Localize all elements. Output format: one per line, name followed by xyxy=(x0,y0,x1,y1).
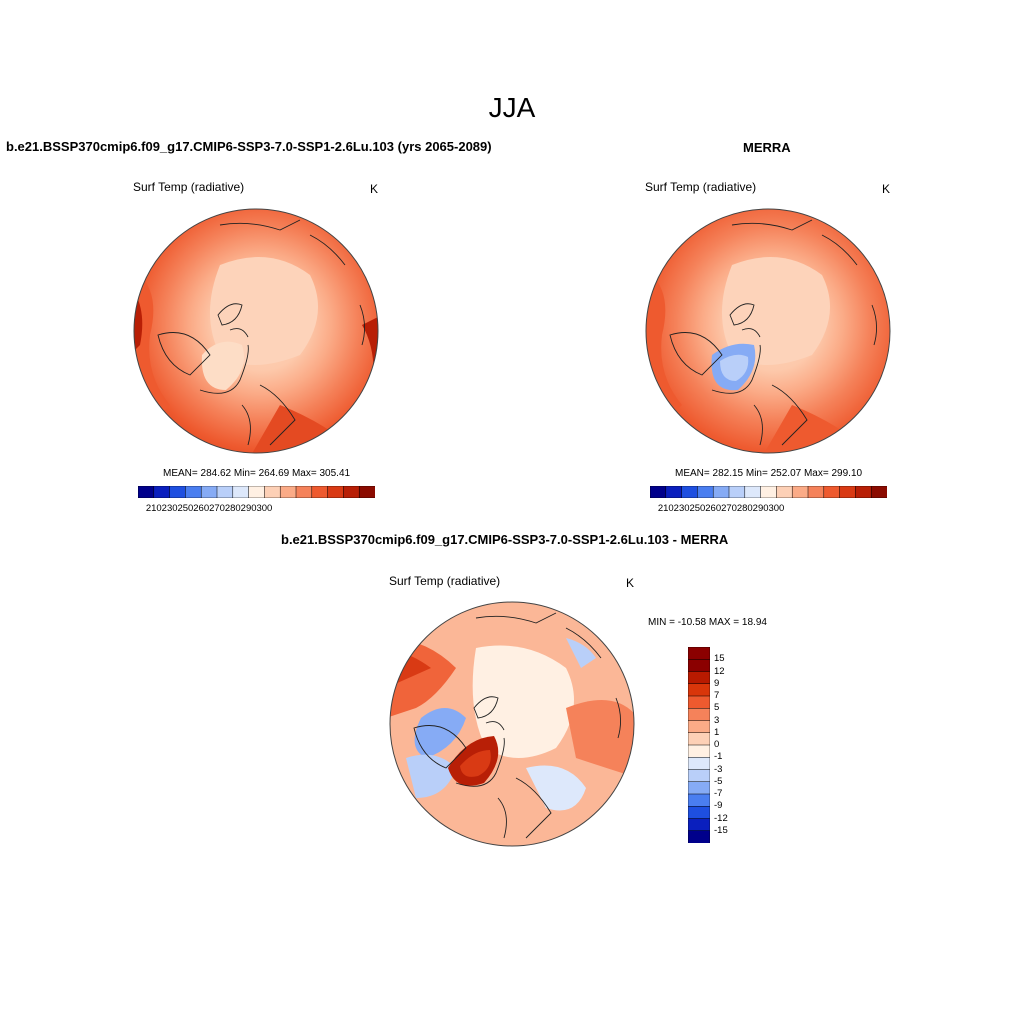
colorbar-swatch xyxy=(776,486,793,498)
colorbar-tick-label: 12 xyxy=(714,665,725,677)
colorbar-tick-label: -1 xyxy=(714,751,723,763)
colorbar-swatch xyxy=(279,486,297,498)
panel-2-colorbar-ticks: 210 230 250 260 270 280 290 300 xyxy=(650,503,887,515)
colorbar-swatch xyxy=(807,486,825,498)
colorbar-swatch xyxy=(264,486,281,498)
panel-3-units: K xyxy=(626,576,635,590)
colorbar-swatch xyxy=(791,486,809,498)
panel-1-stats: MEAN= 284.62 Min= 264.69 Max= 305.41 xyxy=(163,468,351,479)
colorbar-tick-label: 7 xyxy=(714,690,720,701)
colorbar-swatch xyxy=(650,486,667,498)
figure-title: JJA xyxy=(488,92,536,123)
panel-3-colorbar-ticks: 15 12 9 7 5 3 1 0 -1 -3 -5 -7 -9 -12 -15 xyxy=(714,647,754,843)
panel-1-title: b.e21.BSSP370cmip6.f09_g17.CMIP6-SSP3-7.… xyxy=(6,139,492,154)
colorbar-tick-label: 300 xyxy=(768,503,785,514)
panel-2-title: MERRA xyxy=(743,140,791,155)
colorbar-swatch xyxy=(688,757,710,771)
colorbar-tick-label: 260 xyxy=(705,503,722,514)
colorbar-tick-label: 5 xyxy=(714,702,720,714)
colorbar-tick-label: 210 xyxy=(145,503,162,514)
colorbar-swatch xyxy=(185,486,202,498)
colorbar-tick-label: 250 xyxy=(177,503,194,514)
colorbar-swatch xyxy=(688,659,710,673)
colorbar-tick-label: 210 xyxy=(657,503,674,514)
colorbar-swatch xyxy=(295,486,313,498)
colorbar-swatch xyxy=(688,720,710,734)
colorbar-swatch xyxy=(688,769,710,783)
colorbar-tick-label: 0 xyxy=(714,739,720,750)
colorbar-tick-label: 1 xyxy=(714,726,720,738)
colorbar-tick-label: -5 xyxy=(714,775,723,787)
colorbar-swatch xyxy=(232,486,250,498)
colorbar-tick-label: 300 xyxy=(256,503,273,514)
colorbar-tick-label: 290 xyxy=(752,503,769,514)
colorbar-tick-label: 280 xyxy=(736,503,753,514)
colorbar-swatch xyxy=(358,486,375,498)
colorbar-tick-label: 280 xyxy=(224,503,241,514)
colorbar-swatch xyxy=(688,793,710,807)
colorbar-swatch xyxy=(138,486,155,498)
panel-2-map xyxy=(645,208,891,454)
colorbar-swatch xyxy=(688,671,710,685)
colorbar-tick-label: 230 xyxy=(673,503,690,514)
colorbar-tick-label: 15 xyxy=(714,653,725,665)
colorbar-swatch xyxy=(688,708,710,722)
panel-1-field-label: Surf Temp (radiative) xyxy=(133,180,245,194)
colorbar-swatch xyxy=(343,486,360,498)
panel-1-map xyxy=(133,208,379,454)
panel-2-units: K xyxy=(882,182,891,196)
colorbar-tick-label: -3 xyxy=(714,763,723,775)
colorbar-tick-label: 270 xyxy=(209,503,225,514)
colorbar-swatch xyxy=(839,486,856,498)
panel-3-colorbar xyxy=(688,647,710,843)
colorbar-swatch xyxy=(688,683,710,697)
panel-3-map xyxy=(389,601,635,847)
panel-3-title: b.e21.BSSP370cmip6.f09_g17.CMIP6-SSP3-7.… xyxy=(281,532,729,547)
colorbar-tick-label: 9 xyxy=(714,677,720,689)
colorbar-swatch xyxy=(327,486,344,498)
panel-1-units: K xyxy=(370,182,379,196)
colorbar-swatch xyxy=(688,781,710,795)
colorbar-swatch xyxy=(200,486,218,498)
colorbar-tick-label: 270 xyxy=(721,503,737,514)
colorbar-swatch xyxy=(688,732,710,746)
colorbar-tick-label: 230 xyxy=(161,503,178,514)
panel-2-colorbar xyxy=(650,486,887,498)
colorbar-swatch xyxy=(688,806,710,820)
colorbar-swatch xyxy=(169,486,186,498)
colorbar-swatch xyxy=(688,647,710,660)
colorbar-tick-label: 290 xyxy=(240,503,257,514)
colorbar-swatch xyxy=(744,486,762,498)
colorbar-swatch xyxy=(688,818,710,832)
colorbar-swatch xyxy=(248,486,265,498)
colorbar-swatch xyxy=(665,486,683,498)
colorbar-tick-label: -12 xyxy=(714,812,728,824)
colorbar-tick-label: 260 xyxy=(193,503,210,514)
colorbar-tick-label: -9 xyxy=(714,800,723,812)
colorbar-swatch xyxy=(311,486,329,498)
colorbar-tick-label: 3 xyxy=(714,714,720,726)
colorbar-swatch xyxy=(760,486,777,498)
panel-2-field-label: Surf Temp (radiative) xyxy=(645,180,757,194)
colorbar-swatch xyxy=(688,744,710,758)
colorbar-swatch xyxy=(823,486,841,498)
panel-1-colorbar xyxy=(138,486,375,498)
colorbar-swatch xyxy=(153,486,171,498)
colorbar-tick-label: -15 xyxy=(714,824,728,836)
panel-3-stats: MIN = -10.58 MAX = 18.94 xyxy=(648,617,767,628)
colorbar-swatch xyxy=(216,486,234,498)
colorbar-swatch xyxy=(688,830,710,843)
colorbar-swatch xyxy=(697,486,714,498)
colorbar-swatch xyxy=(681,486,698,498)
colorbar-tick-label: 250 xyxy=(689,503,706,514)
colorbar-swatch xyxy=(855,486,872,498)
panel-2-stats: MEAN= 282.15 Min= 252.07 Max= 299.10 xyxy=(675,468,863,479)
colorbar-swatch xyxy=(688,695,710,709)
colorbar-swatch xyxy=(728,486,746,498)
panel-1-colorbar-ticks: 210 230 250 260 270 280 290 300 xyxy=(138,503,375,515)
colorbar-swatch xyxy=(712,486,730,498)
colorbar-swatch xyxy=(870,486,887,498)
colorbar-tick-label: -7 xyxy=(714,788,723,799)
panel-3-field-label: Surf Temp (radiative) xyxy=(389,574,501,588)
